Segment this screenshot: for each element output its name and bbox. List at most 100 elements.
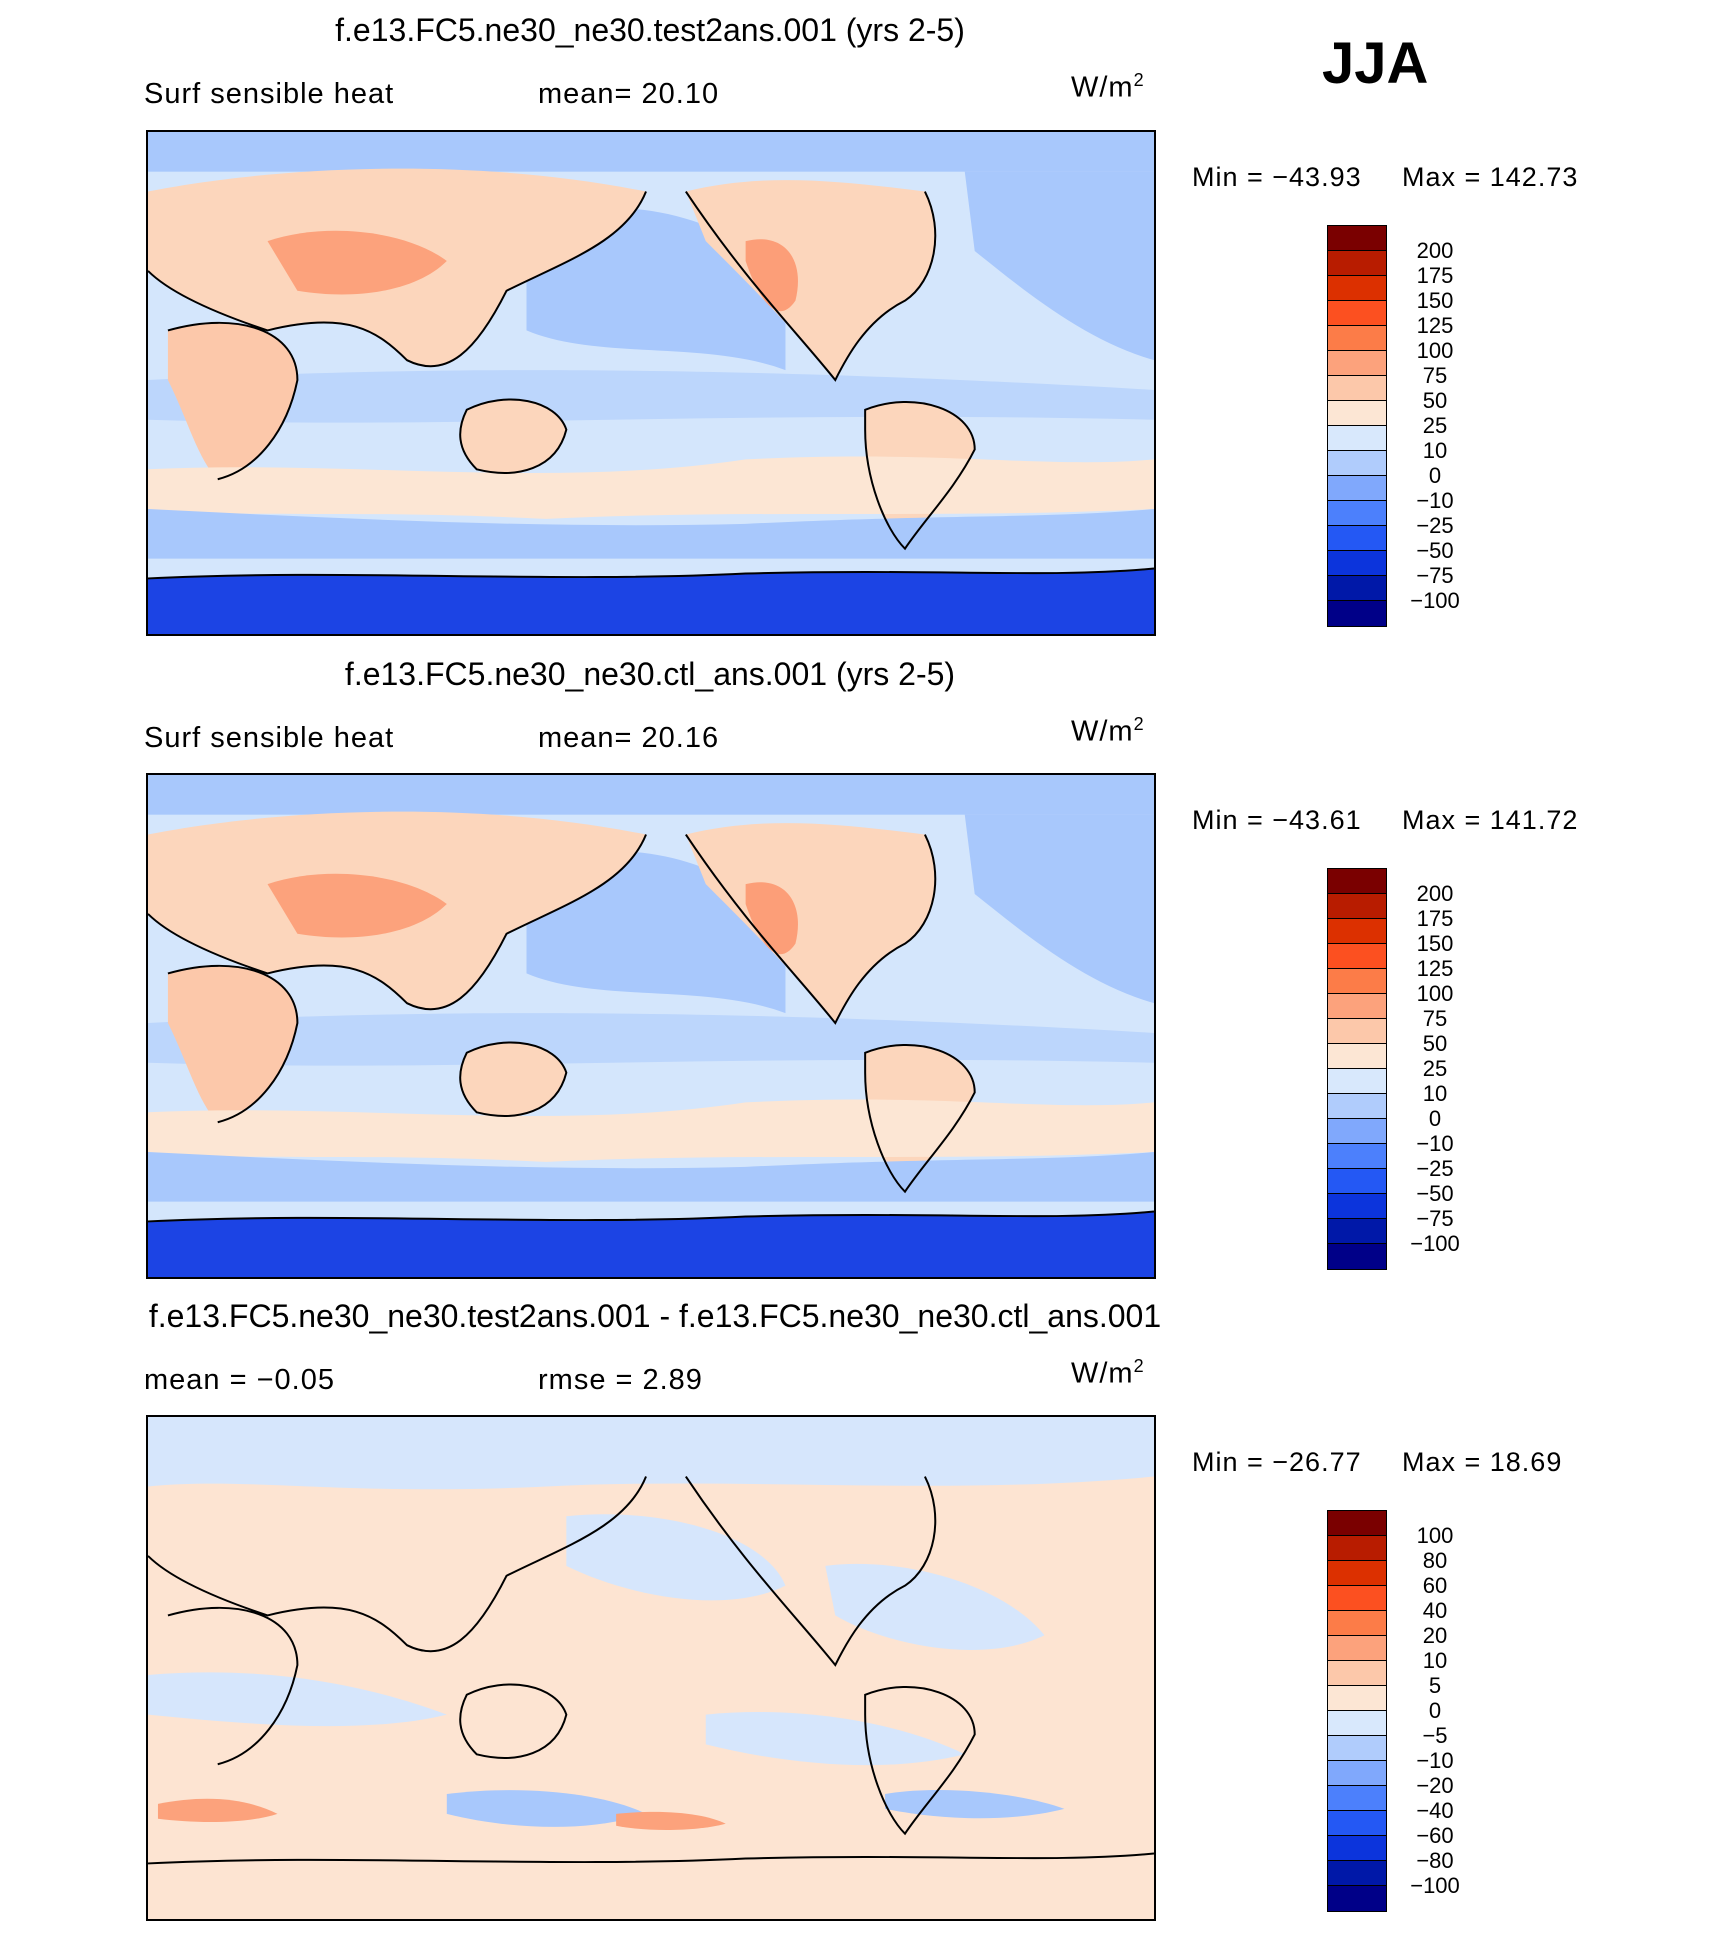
- negative-region: [885, 1790, 1065, 1819]
- colorbar-swatch: [1328, 869, 1386, 894]
- negative-region: [446, 1790, 647, 1827]
- colorbar-label: 125: [1416, 313, 1454, 338]
- negative-region: [148, 1417, 1154, 1490]
- colorbar-swatch: [1328, 226, 1386, 251]
- season-label: JJA: [1322, 31, 1429, 96]
- north-america-land: [685, 823, 936, 1024]
- colorbar-swatch: [1328, 1069, 1386, 1094]
- colorbar-swatch: [1328, 251, 1386, 276]
- colorbar-label: 10: [1422, 1081, 1448, 1106]
- colorbar-swatch: [1328, 1786, 1386, 1811]
- panel-3-colorbar: [1327, 1510, 1387, 1912]
- colorbar-swatch: [1328, 894, 1386, 919]
- colorbar-label: 40: [1422, 1598, 1448, 1623]
- colorbar-swatch: [1328, 1169, 1386, 1194]
- panel-2-units: W/m2: [1071, 714, 1145, 748]
- colorbar-swatch: [1328, 1019, 1386, 1044]
- panel-1-max-label: Max = 142.73: [1402, 162, 1579, 192]
- australia-land: [460, 399, 567, 473]
- colorbar-label: 10: [1422, 438, 1448, 463]
- colorbar-label: 100: [1416, 1523, 1454, 1548]
- panel-1-colorbar: [1327, 225, 1387, 627]
- central-asia-hot: [267, 873, 447, 938]
- colorbar-swatch: [1328, 426, 1386, 451]
- colorbar-swatch: [1328, 1636, 1386, 1661]
- colorbar-label: −5: [1422, 1723, 1448, 1748]
- colorbar-label: 50: [1422, 1031, 1448, 1056]
- colorbar-swatch: [1328, 1811, 1386, 1836]
- colorbar-label: −100: [1410, 1231, 1460, 1256]
- colorbar-swatch: [1328, 326, 1386, 351]
- colorbar-swatch: [1328, 1711, 1386, 1736]
- colorbar-label: −10: [1416, 488, 1454, 513]
- colorbar-label: 100: [1416, 338, 1454, 363]
- colorbar-label: −20: [1416, 1773, 1454, 1798]
- africa-land: [167, 965, 298, 1123]
- colorbar-label: −75: [1416, 1206, 1454, 1231]
- colorbar-label: −100: [1410, 588, 1460, 613]
- colorbar-swatch: [1328, 401, 1386, 426]
- colorbar-swatch: [1328, 1536, 1386, 1561]
- panel-1-variable-label: Surf sensible heat: [144, 78, 395, 110]
- colorbar-swatch: [1328, 1661, 1386, 1686]
- colorbar-label: 20: [1422, 1623, 1448, 1648]
- colorbar-swatch: [1328, 376, 1386, 401]
- colorbar-label: 150: [1416, 288, 1454, 313]
- colorbar-swatch: [1328, 1144, 1386, 1169]
- colorbar-label: 200: [1416, 238, 1454, 263]
- antarctica: [148, 1211, 1154, 1277]
- colorbar-swatch: [1328, 601, 1386, 626]
- colorbar-swatch: [1328, 1219, 1386, 1244]
- coastlines: [148, 1475, 1154, 1865]
- negative-region: [825, 1563, 1045, 1650]
- colorbar-swatch: [1328, 351, 1386, 376]
- background: [148, 1417, 1154, 1919]
- coastlines: [148, 190, 1154, 580]
- panel-3-units: W/m2: [1071, 1356, 1145, 1390]
- panel-3-map: [146, 1415, 1156, 1921]
- colorbar-label: 5: [1428, 1673, 1442, 1698]
- colorbar-label: −10: [1416, 1748, 1454, 1773]
- colorbar-swatch: [1328, 1044, 1386, 1069]
- arctic-ocean: [148, 132, 1154, 172]
- colorbar-swatch: [1328, 919, 1386, 944]
- colorbar-label: −25: [1416, 513, 1454, 538]
- colorbar-swatch: [1328, 1586, 1386, 1611]
- colorbar-swatch: [1328, 1611, 1386, 1636]
- negative-region: [705, 1712, 965, 1766]
- north-atlantic-cool: [964, 814, 1154, 1004]
- colorbar-label: 175: [1416, 906, 1454, 931]
- panel-3-min-label: Min = −26.77: [1192, 1447, 1362, 1477]
- colorbar-swatch: [1328, 1194, 1386, 1219]
- colorbar-label: 10: [1422, 1648, 1448, 1673]
- panel-2-variable-label: Surf sensible heat: [144, 722, 395, 754]
- colorbar-label: −100: [1410, 1873, 1460, 1898]
- colorbar-swatch: [1328, 1561, 1386, 1586]
- colorbar-label: −60: [1416, 1823, 1454, 1848]
- australia-land: [460, 1042, 567, 1116]
- panel-1-mean-label: mean= 20.10: [538, 78, 720, 110]
- colorbar-swatch: [1328, 994, 1386, 1019]
- colorbar-label: 200: [1416, 881, 1454, 906]
- colorbar-swatch: [1328, 1861, 1386, 1886]
- colorbar-label: −40: [1416, 1798, 1454, 1823]
- arctic-ocean: [148, 775, 1154, 815]
- colorbar-swatch: [1328, 944, 1386, 969]
- southern-ocean-warm: [148, 456, 1154, 519]
- colorbar-label: 50: [1422, 388, 1448, 413]
- panel-3-max-label: Max = 18.69: [1402, 1447, 1563, 1477]
- colorbar-label: 80: [1422, 1548, 1448, 1573]
- colorbar-label: 100: [1416, 981, 1454, 1006]
- colorbar-label: 0: [1428, 1698, 1442, 1723]
- colorbar-swatch: [1328, 1761, 1386, 1786]
- colorbar-swatch: [1328, 551, 1386, 576]
- positive-region: [616, 1811, 726, 1830]
- panel-3-title: f.e13.FC5.ne30_ne30.test2ans.001 - f.e13…: [148, 1298, 1162, 1334]
- colorbar-label: 25: [1422, 413, 1448, 438]
- colorbar-swatch: [1328, 1094, 1386, 1119]
- negative-region: [566, 1514, 786, 1601]
- north-america-land: [685, 180, 936, 381]
- colorbar-swatch: [1328, 576, 1386, 601]
- panel-2-map: [146, 773, 1156, 1279]
- western-us-hot: [745, 239, 798, 312]
